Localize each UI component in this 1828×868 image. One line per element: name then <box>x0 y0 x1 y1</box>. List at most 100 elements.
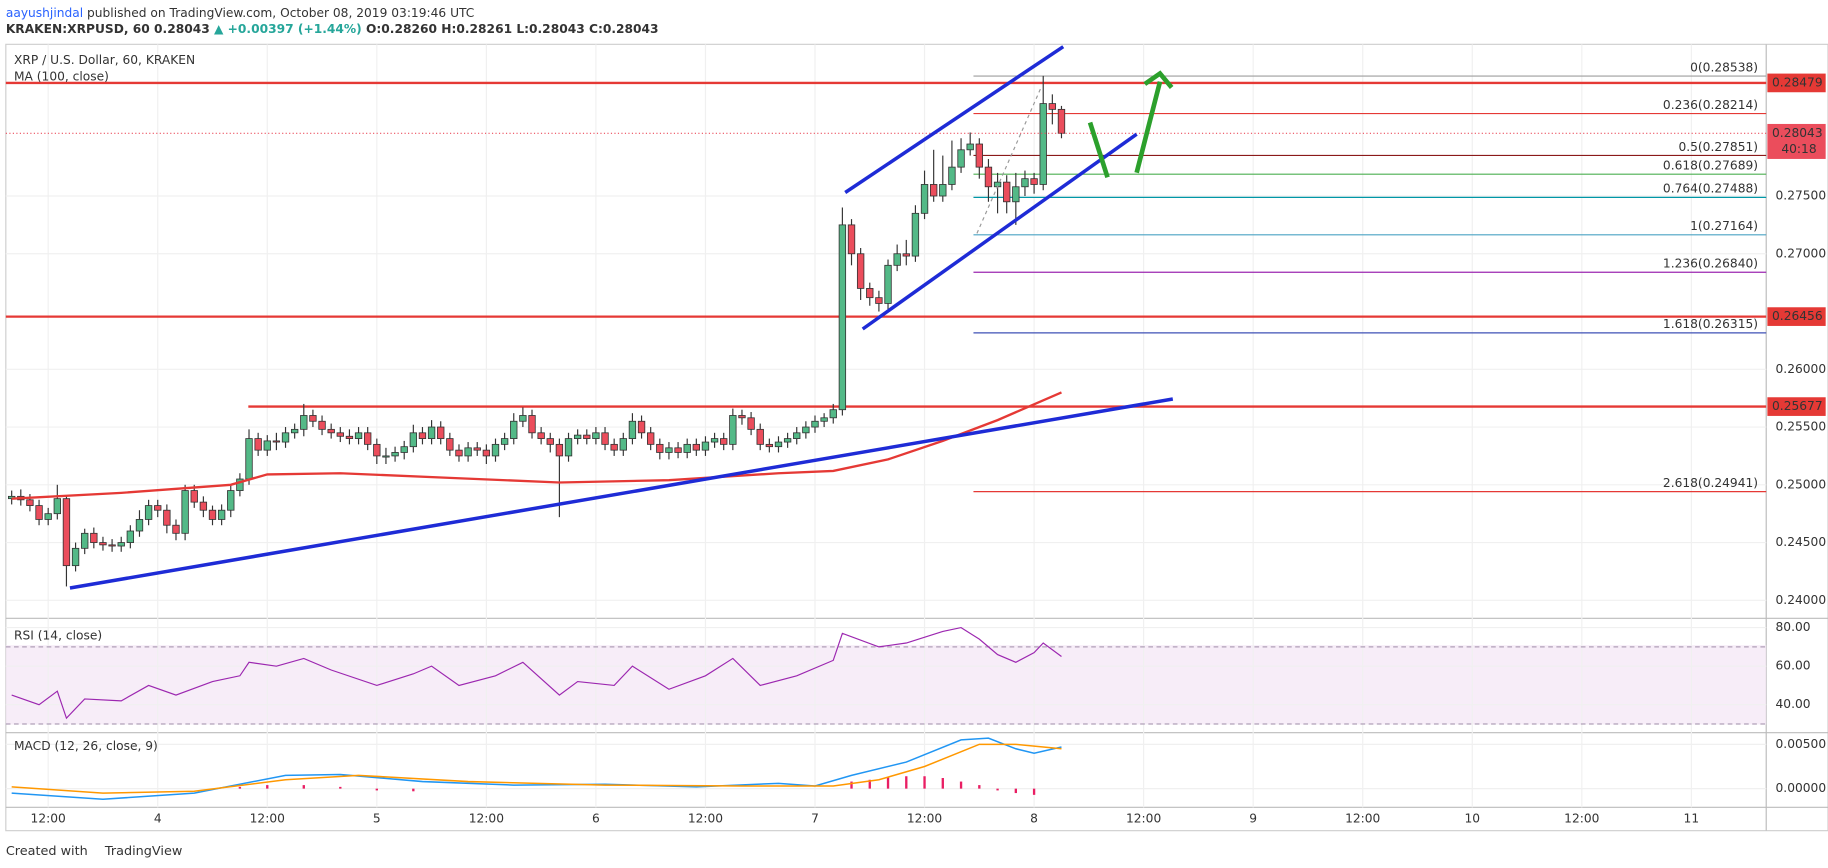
macd-histogram-bar <box>886 777 890 789</box>
candle-body <box>373 443 381 457</box>
candle-body <box>1003 181 1011 203</box>
y-tick-label: 0.27000 <box>1776 246 1827 260</box>
channel-upper <box>844 45 1065 194</box>
drawings <box>69 45 1174 590</box>
y-tick-label: 0.25000 <box>1776 477 1827 491</box>
marks <box>5 75 1767 801</box>
candle-body <box>528 415 536 434</box>
y-tick-label: 0.27500 <box>1776 189 1827 203</box>
candle-body <box>245 438 253 480</box>
candle-body <box>163 509 171 526</box>
macd-histogram-bar <box>978 785 981 789</box>
candle-body <box>108 544 116 547</box>
fib-label: 0.5(0.27851) <box>1678 140 1758 154</box>
x-tick-label: 12:00 <box>31 811 66 825</box>
candle-body <box>62 498 71 567</box>
fib-label: 1(0.27164) <box>1690 219 1758 233</box>
candle-body <box>71 547 80 567</box>
candle-body <box>473 447 481 451</box>
candle-body <box>199 501 208 511</box>
fib-label: 0.764(0.27488) <box>1663 182 1758 196</box>
arrow-down-leg <box>1087 121 1110 179</box>
macd-histogram-bar <box>905 776 908 789</box>
candle-body <box>875 297 883 304</box>
fib-label: 2.618(0.24941) <box>1663 476 1758 490</box>
candle-body <box>647 432 655 445</box>
last-price-badge <box>1767 123 1826 159</box>
y-tick-label: 0.26000 <box>1776 362 1827 376</box>
candle-body <box>884 264 892 304</box>
candle-body <box>911 212 920 257</box>
candle-body <box>793 432 801 439</box>
candle-body <box>619 438 627 451</box>
macd-histogram-bar <box>375 788 378 791</box>
candle-body <box>309 415 317 422</box>
macd-histogram-bar <box>238 786 242 789</box>
y-tick-label: 0.24000 <box>1776 593 1827 607</box>
candle-body <box>482 449 491 457</box>
candle-body <box>592 432 600 439</box>
chart-title: XRP / U.S. Dollar, 60, KRAKEN <box>14 53 195 67</box>
signal-line <box>11 743 1062 794</box>
candle-body <box>208 509 217 520</box>
candle-body <box>1039 103 1047 185</box>
frame <box>5 43 1828 832</box>
candle-body <box>254 438 262 451</box>
candle-body <box>920 184 929 214</box>
candle-body <box>893 253 901 266</box>
candle-body <box>44 513 52 520</box>
y-tick-label: 0.00500 <box>1776 737 1827 751</box>
x-tick-label: 12:00 <box>1564 811 1599 825</box>
candle-body <box>656 443 664 453</box>
y-tick-label: 0.25500 <box>1776 420 1827 434</box>
candle-body <box>99 542 107 546</box>
price-badge-label: 0.26456 <box>1772 309 1823 323</box>
candle-body <box>318 420 326 430</box>
candle-body <box>720 438 728 445</box>
candle-body <box>820 417 828 422</box>
candle-body <box>90 532 98 543</box>
candle-body <box>674 447 682 453</box>
candle-body <box>546 438 554 445</box>
candle-body <box>263 440 271 451</box>
candle-body <box>975 143 983 168</box>
candle-body <box>427 426 436 439</box>
candle-body <box>144 505 153 520</box>
candle-body <box>464 447 472 457</box>
footer-brand[interactable]: TradingView <box>104 844 182 859</box>
candle-body <box>701 441 710 451</box>
rsi-line <box>11 626 1062 720</box>
candle-body <box>1030 178 1038 185</box>
candle-body <box>838 224 847 411</box>
candle-body <box>364 432 372 445</box>
candle-body <box>692 443 700 451</box>
candle-body <box>1057 108 1066 134</box>
y-tick-label: 0.00000 <box>1776 781 1827 795</box>
candle-body <box>829 409 837 419</box>
macd-title: MACD (12, 26, close, 9) <box>14 739 158 753</box>
candle-body <box>35 505 43 520</box>
x-tick-label: 10 <box>1464 811 1480 825</box>
x-tick-label: 12:00 <box>1126 811 1161 825</box>
candle-body <box>190 490 198 503</box>
last: 0.28043 <box>154 22 210 36</box>
fib-connector <box>976 87 1042 234</box>
candle-body <box>446 438 454 451</box>
y-tick-label: 0.24500 <box>1776 535 1827 549</box>
candle-body <box>227 490 235 511</box>
candle-body <box>856 253 865 289</box>
candle-body <box>555 443 564 457</box>
candle-body <box>1021 178 1029 188</box>
macd-histogram-bar <box>941 778 944 789</box>
candle-body <box>601 432 609 445</box>
candle-body <box>400 446 408 453</box>
candle-body <box>765 443 774 448</box>
macd-histogram-bar <box>959 781 963 789</box>
ma-line <box>11 391 1062 500</box>
candle-body <box>738 415 746 419</box>
macd-histogram-bar <box>996 788 999 791</box>
x-tick-label: 9 <box>1249 811 1257 825</box>
candle-body <box>573 434 582 439</box>
fib-label: 0.236(0.28214) <box>1663 98 1758 112</box>
